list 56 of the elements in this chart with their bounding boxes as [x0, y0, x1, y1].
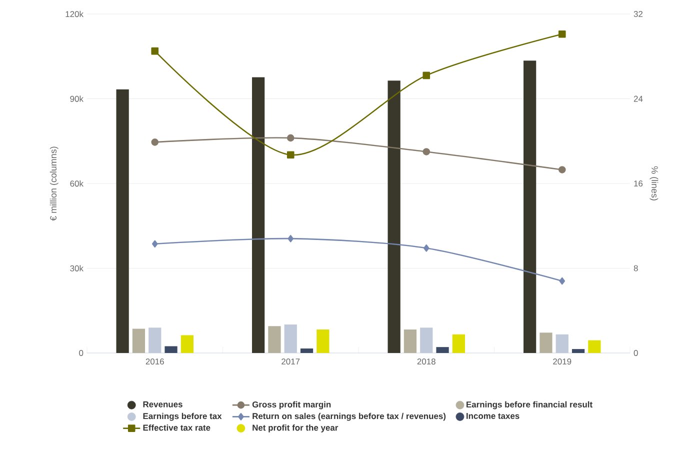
y2-tick-label: 8	[634, 265, 638, 272]
bar	[452, 334, 465, 353]
y-tick-label: 90k	[70, 96, 84, 102]
bar	[524, 60, 536, 353]
legend-label: Net profit for the year	[252, 424, 338, 432]
bar	[316, 330, 330, 353]
legend-label: Gross profit margin	[252, 401, 331, 410]
legend-label: Earnings before tax	[143, 412, 222, 421]
bar	[268, 326, 281, 353]
point	[422, 148, 430, 156]
point	[559, 277, 566, 285]
point	[286, 134, 294, 142]
x-tick-label: 2019	[553, 358, 572, 365]
y-axis-title: € million (columns)	[50, 146, 58, 221]
bar	[116, 89, 129, 353]
x-tick-label: 2018	[417, 358, 436, 365]
point	[151, 138, 159, 146]
x-tick-label: 2017	[282, 358, 300, 365]
legend-label: Income taxes	[466, 413, 520, 419]
bar	[180, 335, 194, 353]
y-tick-label: 120k	[66, 10, 84, 18]
y2-tick-label: 24	[634, 96, 643, 102]
point	[151, 47, 159, 55]
point	[152, 240, 158, 248]
bar	[252, 77, 265, 353]
bar	[300, 348, 314, 353]
bar	[404, 330, 417, 353]
bar	[148, 328, 162, 353]
y-tick-label: 30k	[70, 265, 84, 272]
y-tick-label: 0	[79, 350, 84, 356]
point	[558, 30, 566, 38]
legend-label: Earnings before financial result	[466, 401, 592, 410]
bar	[388, 80, 400, 353]
bar	[420, 328, 433, 353]
legend-label: Revenues	[143, 401, 182, 408]
point	[423, 244, 430, 252]
y2-tick-label: 32	[634, 11, 643, 17]
point	[422, 72, 430, 80]
legend-label: Effective tax rate	[143, 424, 210, 431]
bar	[436, 347, 449, 353]
point	[286, 151, 294, 159]
y2-axis-title: % (lines)	[650, 166, 658, 200]
y2-tick-label: 16	[634, 180, 643, 186]
bar	[556, 334, 568, 353]
point	[288, 234, 294, 242]
legend-label: Return on sales (earnings before tax / revenues)	[252, 412, 446, 421]
y-tick-label: 60k	[70, 180, 84, 187]
bar	[284, 324, 297, 353]
bar	[572, 349, 585, 353]
x-tick-label: 2016	[146, 358, 164, 365]
point	[558, 166, 566, 174]
bar	[588, 340, 601, 353]
bar	[540, 332, 552, 353]
bar	[164, 346, 178, 353]
bar	[132, 328, 146, 353]
y2-tick-label: 0	[634, 350, 638, 356]
